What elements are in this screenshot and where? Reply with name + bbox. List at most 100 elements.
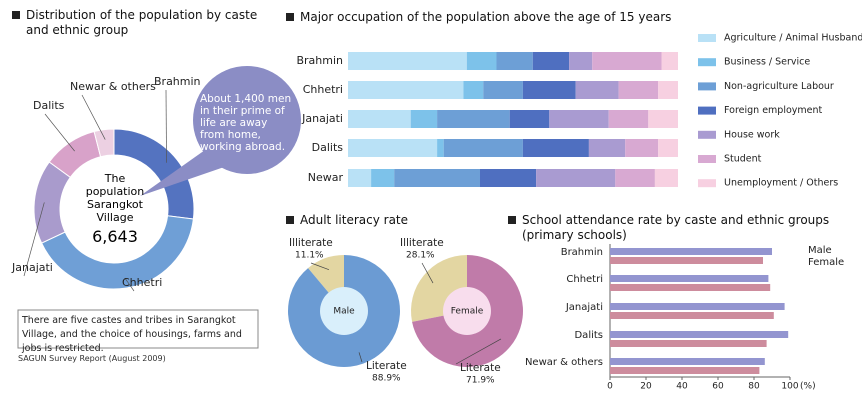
bar-segment [625,139,659,157]
bar-segment [463,81,484,99]
category-label: Brahmin [561,247,603,258]
bar-segment [410,110,438,128]
legend-swatch [698,82,716,91]
leader-line [124,277,135,292]
category-label: Brahmin [154,75,201,88]
legend-label: Female [808,257,844,268]
bar [610,367,760,374]
leader-line [358,352,363,363]
bar [610,303,785,310]
category-label: Newar & others [525,357,603,368]
bar-segment [654,169,678,187]
annotation: About 1,400 men in their prime of life a… [200,93,292,153]
bar [610,331,789,338]
category-label: Janajati [301,112,343,125]
bar-segment [648,110,678,128]
category-label: Literate [366,360,407,372]
bar-segment [532,52,570,70]
bar-segment [618,81,659,99]
bar-segment [549,110,609,128]
legend-label: Agriculture / Animal Husbandry [724,33,862,44]
bar-segment [371,169,395,187]
category-label: Dalits [33,99,65,112]
axis-unit: (%) [800,382,816,392]
total: 6,643 [92,227,138,246]
x-tick-label: 0 [607,382,613,392]
bar [610,312,774,319]
title-marker [508,216,516,224]
value-label: 71.9% [466,376,495,386]
bar-segment [588,139,626,157]
callout-tail [140,150,230,196]
leader-line [310,262,330,270]
category-label: Newar & others [70,80,156,93]
bar [610,275,769,282]
bar-segment [348,139,438,157]
source: SAGUN Survey Report (August 2009) [18,354,166,363]
bar-segment [496,52,533,70]
bar-segment [658,81,678,99]
legend-swatch [698,130,716,139]
callout-bubble [193,66,301,174]
legend-label: Foreign employment [724,105,823,116]
bar-segment [466,52,497,70]
center-label: The population Sarangkot Village 6,643 [74,172,156,246]
x-tick-label: 40 [676,382,688,392]
legend-swatch [698,58,716,67]
legend-label: Student [724,154,762,165]
bar-segment [348,52,467,70]
category-label: Dalits [574,330,603,341]
center-line: Sarangkot Village [87,198,143,224]
legend-label: Male [808,245,832,256]
bar-segment [437,110,510,128]
leader-line [165,89,167,163]
category-label: Chhetri [122,276,162,289]
legend-label: Business / Service [724,57,810,68]
x-tick-label: 100 [781,382,798,392]
title-marker [286,216,294,224]
bar-segment [569,52,593,70]
bar-segment [575,81,619,99]
pie-center [443,287,491,335]
bar [610,257,763,264]
bar-segment [394,169,480,187]
bar-segment [522,139,589,157]
legend-swatch [698,155,716,163]
value-label: 88.9% [372,374,401,384]
category-label: Newar [308,171,344,184]
bar-segment [509,110,550,128]
bar-segment [615,169,655,187]
category-label: Literate [460,362,501,374]
legend-swatch [698,179,716,188]
chart-title: Major occupation of the population above… [300,10,672,24]
bar-segment [608,110,649,128]
title-marker [286,13,294,21]
leader-line [421,262,434,284]
pie-name: Male [333,307,355,317]
legend-label: House work [724,129,780,140]
x-tick-label: 60 [712,382,724,392]
title-marker [12,11,20,19]
chart-title: Distribution of the population by caste … [26,8,258,37]
value-label: 11.1% [295,251,324,261]
bar-segment [443,139,523,157]
bar-segment [658,139,678,157]
bar-segment [480,169,537,187]
category-label: Janajati [11,261,53,274]
bar-segment [522,81,576,99]
category-label: Chhetri [303,83,343,96]
bar-segment [437,139,444,157]
bar-segment [348,110,411,128]
legend-swatch [698,106,716,115]
category-label: Illiterate [400,237,444,249]
bar [610,248,772,255]
bar-segment [483,81,523,99]
leader-line [44,113,75,152]
bar-segment [348,169,372,187]
bar-segment [592,52,662,70]
bar-segment [348,81,464,99]
legend-swatch [698,34,716,42]
pie-name: Female [451,307,484,317]
chart-title: Adult literacy rate [300,213,409,227]
